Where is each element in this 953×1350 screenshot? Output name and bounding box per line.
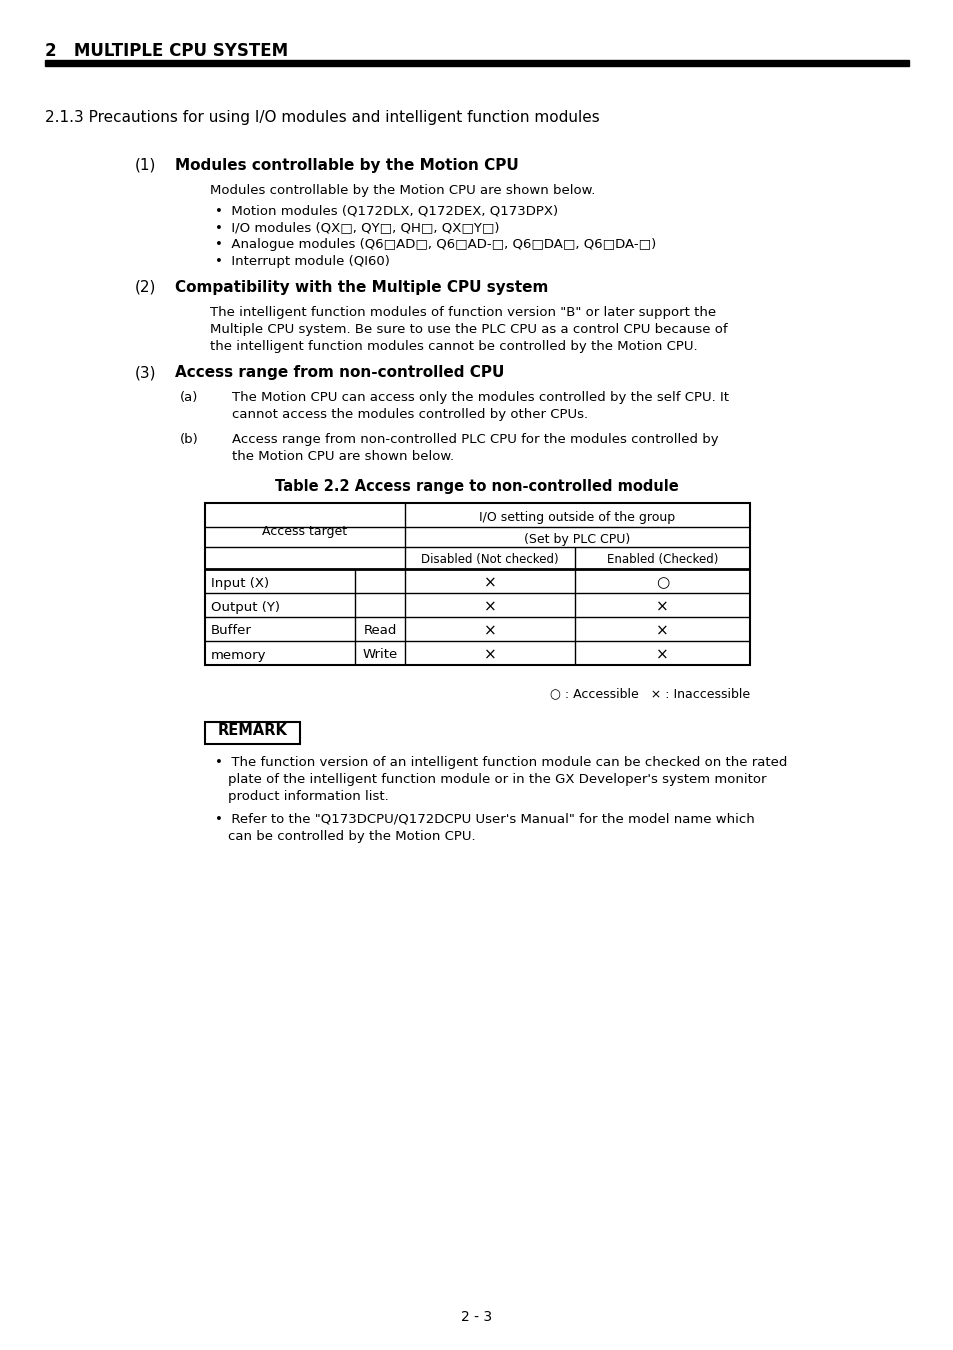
Text: (a): (a)	[180, 392, 198, 404]
Text: plate of the intelligent function module or in the GX Developer's system monitor: plate of the intelligent function module…	[228, 774, 765, 786]
Bar	[205, 504, 749, 666]
Bar	[205, 722, 299, 744]
Text: ×: ×	[656, 624, 668, 639]
Text: •  Interrupt module (QI60): • Interrupt module (QI60)	[214, 255, 390, 269]
Text: (Set by PLC CPU): (Set by PLC CPU)	[524, 532, 630, 545]
Text: The intelligent function modules of function version "B" or later support the: The intelligent function modules of func…	[210, 306, 716, 319]
Text: Multiple CPU system. Be sure to use the PLC CPU as a control CPU because of: Multiple CPU system. Be sure to use the …	[210, 323, 727, 336]
Text: the Motion CPU are shown below.: the Motion CPU are shown below.	[232, 450, 454, 463]
Text: 2 - 3: 2 - 3	[461, 1310, 492, 1324]
Text: •  I/O modules (QX□, QY□, QH□, QX□Y□): • I/O modules (QX□, QY□, QH□, QX□Y□)	[214, 221, 499, 234]
Text: Modules controllable by the Motion CPU: Modules controllable by the Motion CPU	[174, 158, 518, 173]
Text: Modules controllable by the Motion CPU are shown below.: Modules controllable by the Motion CPU a…	[210, 184, 595, 197]
Text: Table 2.2 Access range to non-controlled module: Table 2.2 Access range to non-controlled…	[274, 479, 679, 494]
Text: Access target: Access target	[262, 525, 347, 537]
Text: •  Motion modules (Q172DLX, Q172DEX, Q173DPX): • Motion modules (Q172DLX, Q172DEX, Q173…	[214, 204, 558, 217]
Text: •  Analogue modules (Q6□AD□, Q6□AD-□, Q6□DA□, Q6□DA-□): • Analogue modules (Q6□AD□, Q6□AD-□, Q6□…	[214, 238, 656, 251]
Text: ×: ×	[483, 599, 496, 614]
Text: REMARK: REMARK	[217, 724, 287, 738]
Text: Write: Write	[362, 648, 397, 662]
Text: ×: ×	[483, 648, 496, 663]
Text: product information list.: product information list.	[228, 790, 388, 803]
Text: memory: memory	[211, 648, 266, 662]
Text: 2.1.3 Precautions for using I/O modules and intelligent function modules: 2.1.3 Precautions for using I/O modules …	[45, 109, 599, 126]
Text: Access range from non-controlled PLC CPU for the modules controlled by: Access range from non-controlled PLC CPU…	[232, 433, 718, 446]
Text: 2   MULTIPLE CPU SYSTEM: 2 MULTIPLE CPU SYSTEM	[45, 42, 288, 59]
Text: Access range from non-controlled CPU: Access range from non-controlled CPU	[174, 364, 504, 379]
Text: (3): (3)	[135, 364, 156, 379]
Text: Output (Y): Output (Y)	[211, 601, 280, 613]
Text: can be controlled by the Motion CPU.: can be controlled by the Motion CPU.	[228, 830, 476, 842]
Text: ×: ×	[656, 599, 668, 614]
Text: (1): (1)	[135, 158, 156, 173]
Text: The Motion CPU can access only the modules controlled by the self CPU. It: The Motion CPU can access only the modul…	[232, 392, 728, 404]
Text: ×: ×	[483, 575, 496, 590]
Text: cannot access the modules controlled by other CPUs.: cannot access the modules controlled by …	[232, 408, 587, 421]
Text: Read: Read	[363, 625, 396, 637]
Text: I/O setting outside of the group: I/O setting outside of the group	[479, 510, 675, 524]
Text: Enabled (Checked): Enabled (Checked)	[606, 554, 718, 567]
Bar	[45, 59, 908, 66]
Text: Buffer: Buffer	[211, 625, 252, 637]
Text: •  The function version of an intelligent function module can be checked on the : • The function version of an intelligent…	[214, 756, 786, 770]
Text: (b): (b)	[180, 433, 198, 446]
Text: •  Refer to the "Q173DCPU/Q172DCPU User's Manual" for the model name which: • Refer to the "Q173DCPU/Q172DCPU User's…	[214, 813, 754, 826]
Text: (2): (2)	[135, 279, 156, 296]
Text: ○: ○	[655, 575, 668, 590]
Text: Compatibility with the Multiple CPU system: Compatibility with the Multiple CPU syst…	[174, 279, 548, 296]
Text: ○ : Accessible   × : Inaccessible: ○ : Accessible × : Inaccessible	[549, 687, 749, 701]
Text: Disabled (Not checked): Disabled (Not checked)	[420, 554, 558, 567]
Text: ×: ×	[483, 624, 496, 639]
Text: ×: ×	[656, 648, 668, 663]
Text: the intelligent function modules cannot be controlled by the Motion CPU.: the intelligent function modules cannot …	[210, 340, 697, 352]
Text: Input (X): Input (X)	[211, 576, 269, 590]
